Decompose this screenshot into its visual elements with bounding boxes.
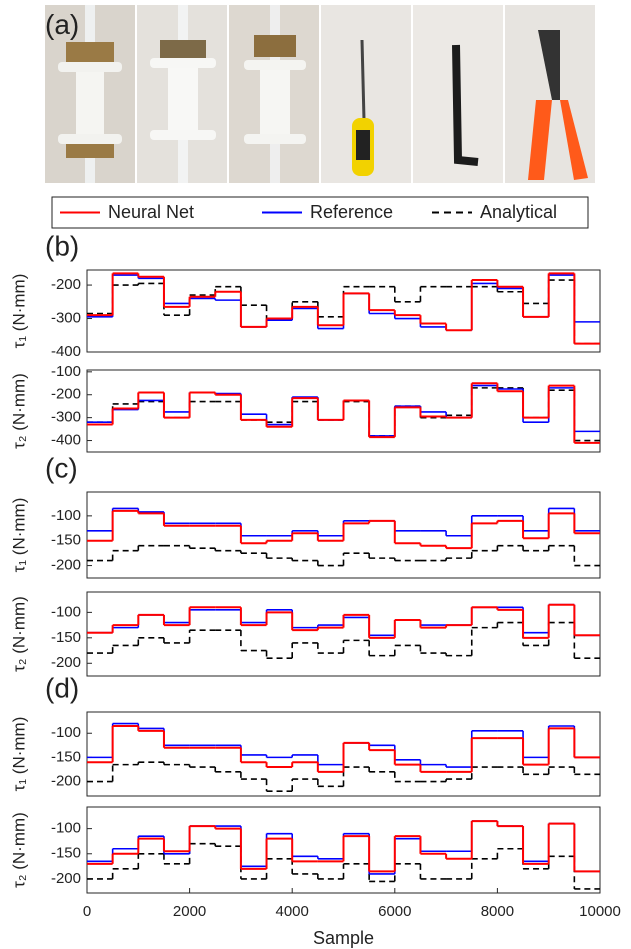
y-axis-label: τ₁ (N·mm) [9,498,28,573]
y-axis-label: τ₁ (N·mm) [9,274,28,349]
y-tick-label: -150 [51,629,81,646]
y-tick-label: -200 [51,276,81,293]
photo-detail [66,42,114,62]
photo-detail [538,30,560,100]
photo-detail [168,68,198,130]
y-tick-label: -100 [51,820,81,837]
axes-frame [86,591,601,677]
photo-detail [58,62,122,72]
y-tick-label: -200 [51,386,81,403]
subplot: τ₂ (N·mm) -100 -150 -2000 2000 4000 6000 8000 10… [9,806,621,948]
photo-detail [150,130,216,140]
y-tick-label: -200 [51,557,81,574]
legend-label: Reference [310,202,393,222]
subplot: (d) τ₁ (N·mm) -100 -150 -200 [9,672,601,797]
legend-label: Neural Net [108,202,194,222]
photo-detail [160,40,206,58]
photo-detail [66,144,114,158]
photo-detail [76,72,104,134]
panel-label: (d) [45,672,79,703]
y-tick-label: -300 [51,409,81,426]
y-tick-label: -100 [51,724,81,741]
x-tick-label: 6000 [378,903,411,920]
series [87,621,600,659]
legend-label: Analytical [480,202,557,222]
y-axis-label: τ₂ (N·mm) [9,812,28,888]
subplot: τ₂ (N·mm) -100 -150 -200 [9,591,601,677]
y-axis-label: τ₂ (N·mm) [9,596,28,672]
panel-label: (b) [45,230,79,261]
x-tick-label: 2000 [173,903,206,920]
photos: (a) [45,5,595,183]
series [87,272,600,345]
series [87,544,600,567]
y-tick-label: -300 [51,309,81,326]
photo-detail [356,130,370,160]
x-tick-label: 10000 [579,903,621,920]
photo-detail [528,100,552,180]
series [87,382,600,444]
photo-detail [260,70,290,134]
y-tick-label: -150 [51,532,81,549]
y-tick-label: -100 [51,507,81,524]
series [87,820,600,873]
y-tick-label: -100 [51,363,81,380]
series [87,509,600,550]
photo-detail [244,134,306,144]
x-tick-label: 8000 [481,903,514,920]
panel-label: (c) [45,452,78,483]
photo-detail [58,134,122,144]
panel-label: (a) [45,9,79,40]
series [87,725,600,773]
x-tick-label: 4000 [276,903,309,920]
y-axis-label: τ₂ (N·mm) [9,373,28,449]
photo-detail [254,35,296,57]
x-axis-label: Sample [313,928,374,948]
y-tick-label: -100 [51,603,81,620]
y-axis-label: τ₁ (N·mm) [9,717,28,792]
legend: Neural Net Reference Analytical [51,196,589,229]
y-tick-label: -200 [51,772,81,789]
subplot: (c) τ₁ (N·mm) -100 -150 -200 [9,452,601,579]
subplot: (b) τ₁ (N·mm) -200 -300 -400 [9,230,601,360]
legend-box [51,196,589,229]
photo-detail [452,44,479,166]
y-tick-label: -400 [51,432,81,449]
y-tick-label: -200 [51,654,81,671]
y-tick-label: -150 [51,845,81,862]
y-tick-label: -150 [51,748,81,765]
y-tick-label: -200 [51,870,81,887]
subplot: τ₂ (N·mm) -100 -200 -300 -400 [9,363,601,453]
x-tick-label: 0 [83,903,91,920]
photo-detail [360,39,366,121]
series [87,603,600,639]
photo-detail [150,58,216,68]
series [87,761,600,792]
photo-detail [244,60,306,70]
y-tick-label: -400 [51,343,81,360]
photo-detail [560,100,588,180]
